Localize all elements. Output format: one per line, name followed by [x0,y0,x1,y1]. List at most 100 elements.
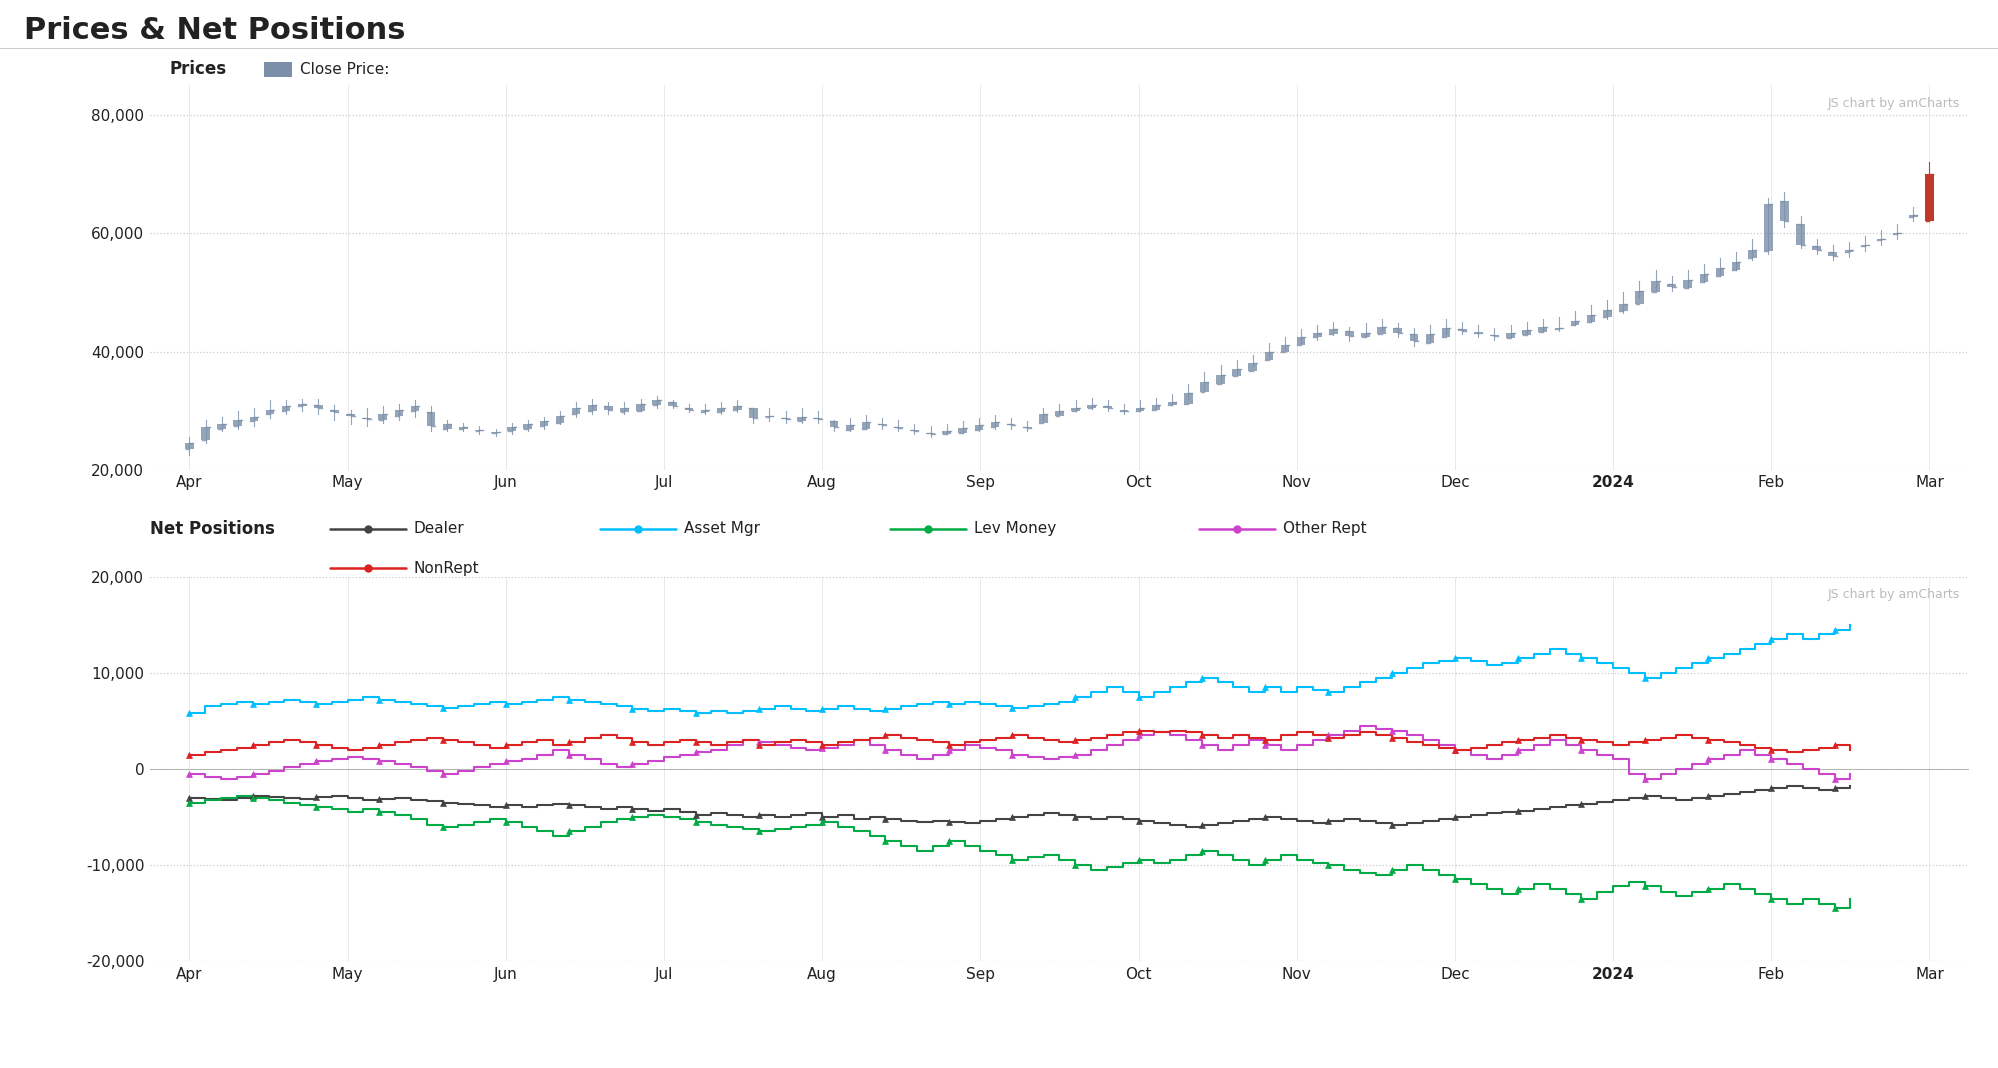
Bar [1522,330,1530,335]
Bar [1167,402,1177,405]
Bar [1249,363,1257,371]
Bar [1618,303,1626,312]
Point [1439,741,1471,758]
Point [615,756,647,773]
Bar [845,425,853,429]
Point [490,797,521,814]
Point [1439,871,1471,889]
Point [1500,649,1532,666]
Bar [1151,405,1161,410]
Point [300,737,332,754]
Point [679,734,711,751]
Point [364,737,396,754]
Point [805,737,837,754]
Bar [1087,405,1095,408]
Bar [797,417,805,422]
Point [869,741,901,758]
Bar [1844,251,1852,252]
Text: Net Positions: Net Positions [150,520,274,537]
Point [1059,808,1091,826]
Point [1439,808,1471,826]
Point [805,739,837,756]
Point [1249,737,1281,754]
Point [1754,780,1786,797]
Point [1313,684,1345,701]
Point [490,737,521,754]
Point [933,814,965,831]
Text: JS chart by amCharts: JS chart by amCharts [1826,588,1958,601]
Point [1185,842,1217,859]
Bar [1602,310,1610,317]
Bar [957,428,967,433]
Bar [635,404,645,411]
Bar [1425,334,1435,343]
Bar [314,405,322,408]
Bar [1039,413,1047,423]
Bar [781,418,789,419]
Point [1500,732,1532,749]
Bar [1746,250,1756,258]
Point [743,823,775,841]
Bar [1634,292,1642,304]
Bar [1231,370,1241,376]
Bar [555,417,563,423]
Point [364,753,396,770]
Bar [539,422,547,425]
Bar [1828,252,1836,256]
Bar [1876,238,1884,240]
Point [1818,737,1850,754]
Point [1690,649,1722,666]
Point [300,753,332,770]
Bar [1103,406,1111,408]
Bar [1135,408,1143,411]
Bar [250,417,258,422]
Bar [877,424,887,425]
Point [553,691,585,708]
Bar [1908,215,1916,217]
Point [490,753,521,770]
Point [1249,679,1281,696]
Point [1375,816,1407,833]
Bar [1297,336,1305,345]
Point [1313,813,1345,830]
Text: Prices & Net Positions: Prices & Net Positions [24,16,406,45]
Point [1564,741,1596,758]
Bar [1666,284,1674,286]
Bar [1780,201,1788,221]
Point [805,808,837,826]
Bar [1183,393,1193,404]
Point [615,801,647,818]
Bar [587,405,595,411]
Point [553,823,585,841]
Point [426,732,458,749]
Bar [378,413,388,420]
Point [995,808,1027,826]
Point [1690,732,1722,749]
Bar [394,410,404,415]
Point [1375,729,1407,747]
Bar [266,410,274,413]
Point [236,695,268,712]
Bar [1504,333,1514,337]
Point [933,833,965,850]
Point [1500,803,1532,820]
Bar [571,408,579,413]
Bar [1409,334,1417,341]
Point [995,745,1027,763]
Point [1628,669,1660,687]
Point [615,701,647,718]
Point [743,701,775,718]
Point [933,737,965,754]
Bar [1377,328,1385,334]
Bar [991,422,999,427]
Bar [619,408,629,412]
Bar [202,427,210,440]
Point [1628,878,1660,895]
Text: NonRept: NonRept [414,561,480,576]
Point [1690,751,1722,768]
Point [995,727,1027,744]
Point [426,700,458,717]
Bar [975,425,983,429]
Point [1818,770,1850,787]
Bar [1199,382,1209,392]
